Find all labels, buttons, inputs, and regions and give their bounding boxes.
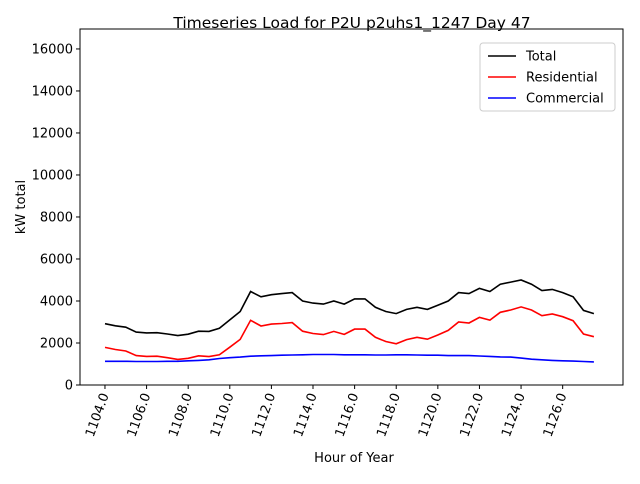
series-line-residential (104, 306, 595, 361)
y-tick-label: 6000 (40, 252, 73, 267)
legend: Total Residential Commercial (479, 42, 616, 112)
series-line-commercial (105, 353, 594, 363)
x-tick-label: 1104.0 (83, 391, 113, 439)
x-tick-label: 1112.0 (250, 391, 280, 439)
x-tick-label: 1118.0 (374, 391, 404, 439)
legend-box (479, 42, 616, 112)
y-tick-label: 16000 (32, 42, 73, 57)
y-tick-label: 10000 (32, 168, 73, 183)
y-tick-label: 2000 (40, 336, 73, 351)
y-tick-label: 14000 (32, 84, 73, 99)
series-line-total (104, 279, 595, 337)
x-axis-label: Hour of Year (314, 451, 394, 466)
plot-frame (79, 28, 624, 386)
x-tick-label: 1124.0 (499, 391, 529, 439)
legend-label-residential: Residential (526, 71, 598, 86)
x-tick-label: 1122.0 (458, 391, 488, 439)
x-tick-label: 1126.0 (541, 391, 571, 439)
y-tick-label: 0 (65, 379, 73, 394)
y-tick-label: 8000 (40, 210, 73, 225)
legend-label-total: Total (525, 50, 556, 65)
x-tick-label: 1114.0 (291, 391, 321, 439)
y-axis-label: kW total (14, 180, 29, 234)
x-tick-label: 1110.0 (208, 391, 238, 439)
x-tick-label: 1106.0 (125, 391, 155, 439)
legend-label-commercial: Commercial (526, 92, 604, 107)
y-tick-label: 12000 (32, 126, 73, 141)
x-tick-label: 1116.0 (333, 391, 363, 439)
x-tick-label: 1108.0 (166, 391, 196, 439)
chart-title: Timeseries Load for P2U p2uhs1_1247 Day … (172, 14, 530, 33)
y-tick-label: 4000 (40, 294, 73, 309)
x-tick-label: 1120.0 (416, 391, 446, 439)
